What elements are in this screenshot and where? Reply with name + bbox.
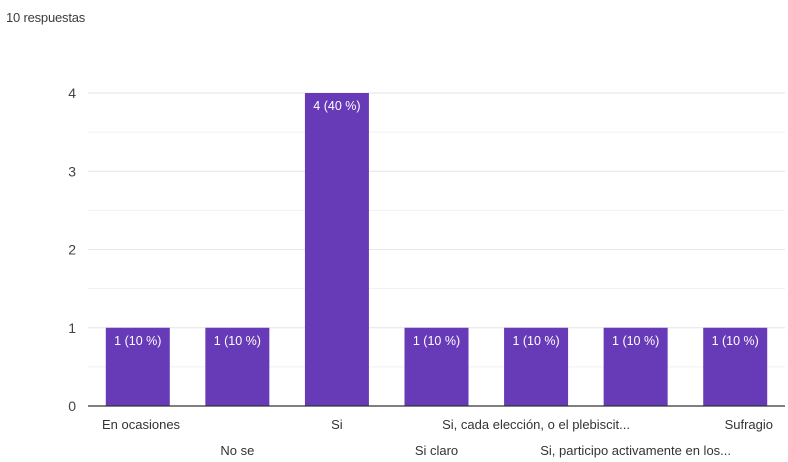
bar <box>404 327 469 406</box>
bar-data-label: 1 (10 %) <box>214 334 261 348</box>
bar <box>105 327 170 406</box>
x-category-label: Si <box>331 417 343 432</box>
bar-data-label: 1 (10 %) <box>512 334 559 348</box>
x-category-label: En ocasiones <box>102 417 181 432</box>
y-tick-label: 1 <box>68 320 76 336</box>
bar <box>304 93 369 406</box>
response-count: 10 respuestas <box>6 10 86 25</box>
x-category-label: Si, cada elección, o el plebiscit... <box>442 417 630 432</box>
y-tick-label: 2 <box>68 242 76 258</box>
y-tick-label: 0 <box>68 398 76 414</box>
bar-data-label: 1 (10 %) <box>413 334 460 348</box>
y-tick-label: 4 <box>68 85 76 101</box>
bar-data-label: 4 (40 %) <box>313 99 360 113</box>
bar-data-label: 1 (10 %) <box>712 334 759 348</box>
bar <box>703 327 768 406</box>
x-category-label: No se <box>220 443 254 458</box>
y-tick-label: 3 <box>68 163 76 179</box>
bar-data-label: 1 (10 %) <box>612 334 659 348</box>
bar-data-label: 1 (10 %) <box>114 334 161 348</box>
x-category-label: Sufragio <box>725 417 773 432</box>
bar <box>205 327 270 406</box>
bar <box>504 327 569 406</box>
bar <box>603 327 668 406</box>
x-category-label: Si, participo activamente en los... <box>540 443 731 458</box>
x-category-label: Si claro <box>415 443 458 458</box>
